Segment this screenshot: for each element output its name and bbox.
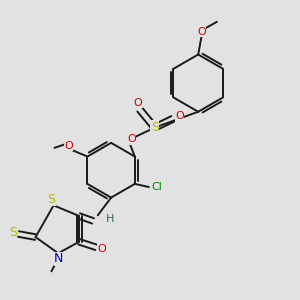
Text: S: S — [151, 121, 159, 134]
Text: O: O — [134, 98, 142, 108]
Text: H: H — [106, 214, 114, 224]
Text: Cl: Cl — [151, 182, 162, 192]
Text: O: O — [64, 141, 73, 151]
Text: O: O — [197, 27, 206, 37]
Text: O: O — [127, 134, 136, 144]
Text: S: S — [47, 193, 55, 206]
Text: O: O — [98, 244, 106, 254]
Text: O: O — [175, 111, 184, 121]
Text: S: S — [9, 226, 17, 239]
Text: N: N — [54, 252, 64, 266]
